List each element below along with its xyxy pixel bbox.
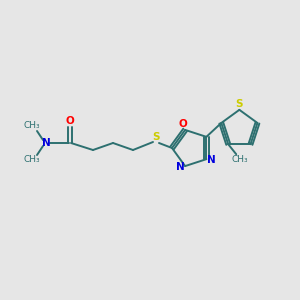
Text: S: S	[152, 132, 160, 142]
Text: O: O	[66, 116, 74, 126]
Text: CH₃: CH₃	[24, 122, 40, 130]
Text: N: N	[207, 155, 216, 165]
Text: CH₃: CH₃	[24, 155, 40, 164]
Text: N: N	[176, 162, 184, 172]
Text: CH₃: CH₃	[232, 155, 248, 164]
Text: N: N	[42, 138, 50, 148]
Text: O: O	[179, 119, 188, 129]
Text: S: S	[236, 99, 243, 109]
